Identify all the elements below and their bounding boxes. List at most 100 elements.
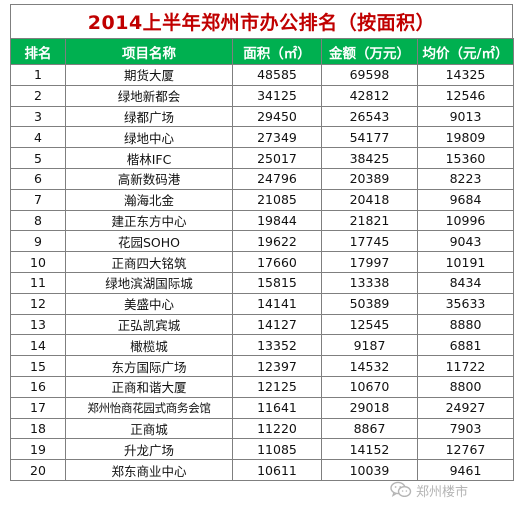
- cell-project-name: 瀚海北金: [65, 188, 233, 211]
- cell-area: 48585: [232, 64, 322, 86]
- cell-rank: 11: [10, 271, 66, 294]
- cell-price: 10191: [417, 251, 514, 273]
- cell-amount: 8867: [321, 417, 418, 440]
- table-row: 7 瀚海北金 21085 20418 9684: [10, 188, 514, 211]
- cell-area: 14141: [232, 292, 322, 315]
- cell-price: 15360: [417, 147, 514, 169]
- ranking-table: 排名 项目名称 面积（㎡） 金额（万元） 均价（元/㎡） 1 期货大厦 48585 6…: [10, 38, 514, 481]
- cell-rank: 9: [10, 230, 66, 253]
- cell-project-name: 楷林IFC: [65, 147, 233, 169]
- cell-price: 12546: [417, 84, 514, 107]
- cell-amount: 17997: [321, 251, 418, 273]
- header-area: 面积（㎡）: [232, 38, 322, 65]
- cell-amount: 69598: [321, 64, 418, 86]
- cell-area: 24796: [232, 167, 322, 190]
- header-price: 均价（元/㎡）: [417, 38, 514, 65]
- cell-rank: 4: [10, 126, 66, 149]
- cell-project-name: 绿地中心: [65, 126, 233, 149]
- cell-rank: 18: [10, 417, 66, 440]
- table-row: 13 正弘凯宾城 14127 12545 8880: [10, 313, 514, 336]
- table-row: 2 绿地新都会 34125 42812 12546: [10, 84, 514, 107]
- table-row: 16 正商和谐大厦 12125 10670 8800: [10, 375, 514, 398]
- table-header-row: 排名 项目名称 面积（㎡） 金额（万元） 均价（元/㎡）: [10, 38, 514, 65]
- cell-project-name: 花园SOHO: [65, 230, 233, 253]
- cell-amount: 17745: [321, 230, 418, 253]
- cell-rank: 19: [10, 438, 66, 461]
- cell-area: 11220: [232, 417, 322, 440]
- cell-area: 12397: [232, 355, 322, 377]
- cell-area: 19844: [232, 209, 322, 232]
- cell-price: 9043: [417, 230, 514, 253]
- table-row: 1 期货大厦 48585 69598 14325: [10, 64, 514, 86]
- cell-rank: 17: [10, 396, 66, 419]
- table-row: 18 正商城 11220 8867 7903: [10, 417, 514, 440]
- cell-project-name: 高新数码港: [65, 167, 233, 190]
- cell-area: 34125: [232, 84, 322, 107]
- cell-price: 8223: [417, 167, 514, 190]
- cell-project-name: 东方国际广场: [65, 355, 233, 377]
- cell-area: 11085: [232, 438, 322, 461]
- table-row: 14 橄榄城 13352 9187 6881: [10, 334, 514, 357]
- page-title: 2014上半年郑州市办公排名（按面积）: [10, 4, 513, 38]
- cell-price: 35633: [417, 292, 514, 315]
- table-row: 20 郑东商业中心 10611 10039 9461: [10, 459, 514, 481]
- cell-amount: 54177: [321, 126, 418, 149]
- table-row: 6 高新数码港 24796 20389 8223: [10, 167, 514, 190]
- watermark-text: 郑州楼市: [416, 484, 469, 500]
- cell-rank: 12: [10, 292, 66, 315]
- cell-rank: 13: [10, 313, 66, 336]
- cell-amount: 26543: [321, 105, 418, 128]
- table-row: 11 绿地滨湖国际城 15815 13338 8434: [10, 271, 514, 294]
- cell-area: 13352: [232, 334, 322, 357]
- cell-area: 11641: [232, 396, 322, 419]
- table-row: 19 升龙广场 11085 14152 12767: [10, 438, 514, 461]
- cell-project-name: 期货大厦: [65, 64, 233, 86]
- watermark: 郑州楼市: [390, 479, 468, 501]
- cell-amount: 12545: [321, 313, 418, 336]
- cell-price: 8800: [417, 375, 514, 398]
- cell-amount: 38425: [321, 147, 418, 169]
- cell-rank: 20: [10, 459, 66, 481]
- cell-area: 27349: [232, 126, 322, 149]
- cell-project-name: 绿地滨湖国际城: [65, 271, 233, 294]
- header-name: 项目名称: [65, 38, 233, 65]
- cell-amount: 50389: [321, 292, 418, 315]
- cell-amount: 14532: [321, 355, 418, 377]
- cell-project-name: 绿都广场: [65, 105, 233, 128]
- table-row: 9 花园SOHO 19622 17745 9043: [10, 230, 514, 253]
- cell-rank: 5: [10, 147, 66, 169]
- cell-price: 14325: [417, 64, 514, 86]
- cell-price: 11722: [417, 355, 514, 377]
- cell-rank: 7: [10, 188, 66, 211]
- cell-amount: 29018: [321, 396, 418, 419]
- cell-price: 24927: [417, 396, 514, 419]
- table-row: 17 郑州怡商花园式商务会馆 11641 29018 24927: [10, 396, 514, 419]
- cell-amount: 9187: [321, 334, 418, 357]
- cell-amount: 10670: [321, 375, 418, 398]
- cell-amount: 42812: [321, 84, 418, 107]
- cell-rank: 10: [10, 251, 66, 273]
- table-body: 1 期货大厦 48585 69598 14325 2 绿地新都会 34125 42812 1254…: [10, 64, 514, 481]
- cell-price: 10996: [417, 209, 514, 232]
- cell-rank: 8: [10, 209, 66, 232]
- cell-project-name: 绿地新都会: [65, 84, 233, 107]
- cell-area: 29450: [232, 105, 322, 128]
- cell-project-name: 正商和谐大厦: [65, 375, 233, 398]
- cell-project-name: 正弘凯宾城: [65, 313, 233, 336]
- table-row: 15 东方国际广场 12397 14532 11722: [10, 355, 514, 377]
- cell-price: 8880: [417, 313, 514, 336]
- table-row: 8 建正东方中心 19844 21821 10996: [10, 209, 514, 232]
- cell-price: 19809: [417, 126, 514, 149]
- cell-area: 17660: [232, 251, 322, 273]
- cell-rank: 16: [10, 375, 66, 398]
- cell-area: 15815: [232, 271, 322, 294]
- cell-area: 19622: [232, 230, 322, 253]
- wechat-icon: [390, 481, 412, 499]
- cell-area: 14127: [232, 313, 322, 336]
- cell-amount: 20418: [321, 188, 418, 211]
- cell-rank: 2: [10, 84, 66, 107]
- cell-price: 8434: [417, 271, 514, 294]
- cell-project-name: 升龙广场: [65, 438, 233, 461]
- header-amount: 金额（万元）: [321, 38, 418, 65]
- table-row: 3 绿都广场 29450 26543 9013: [10, 105, 514, 128]
